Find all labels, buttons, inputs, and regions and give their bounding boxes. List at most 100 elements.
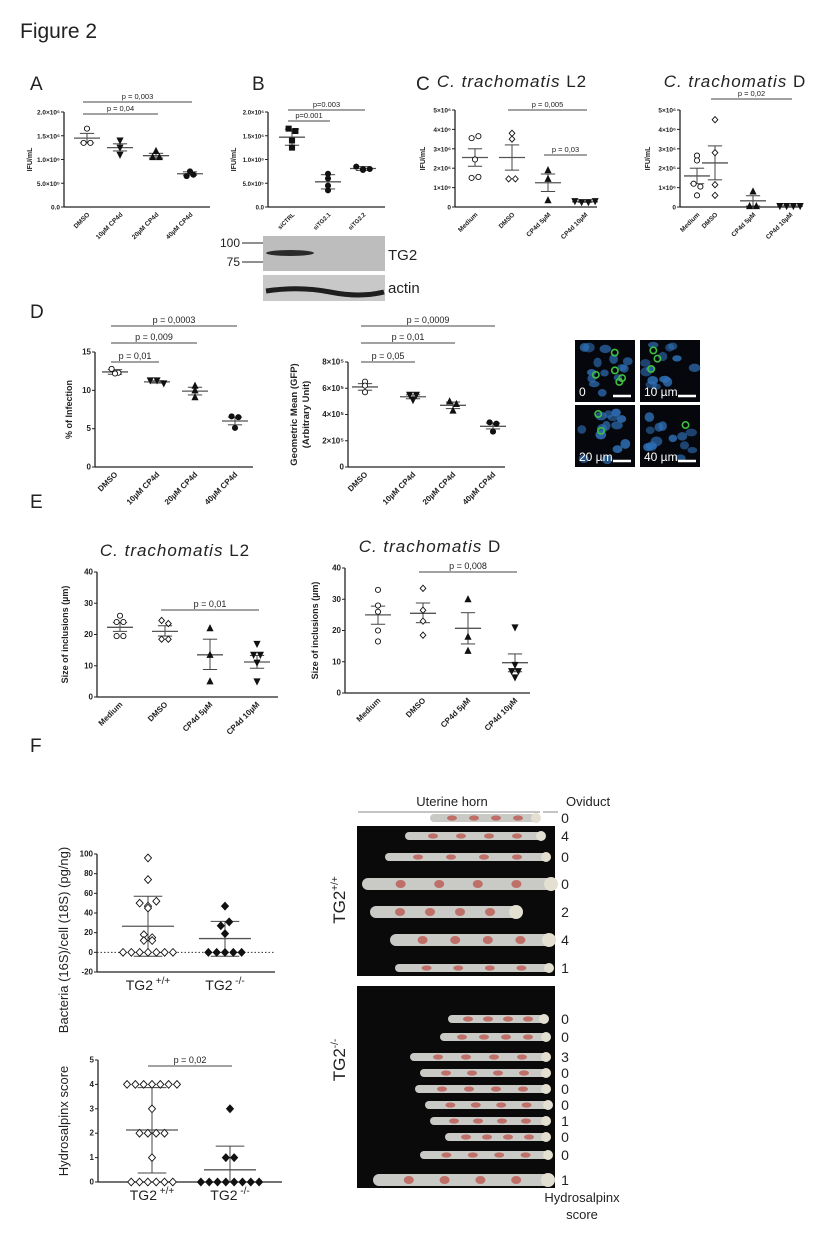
- hydrosalpinx-score-ko: 1: [561, 1113, 569, 1129]
- x-tick-label: TG2 -/-: [210, 1186, 249, 1203]
- nucleus: [668, 434, 678, 443]
- blood-spot: [413, 854, 423, 860]
- data-point: [493, 420, 500, 427]
- data-point: [419, 631, 427, 639]
- x-tick-label: 20µM CP4d: [163, 470, 200, 507]
- data-point: [246, 1177, 255, 1187]
- data-point: [288, 137, 296, 144]
- data-point: [253, 678, 261, 686]
- blood-spot: [428, 833, 438, 839]
- nucleus: [652, 383, 661, 390]
- blood-spot: [484, 833, 494, 839]
- hydrosalpinx-score-wt: 4: [561, 932, 569, 948]
- group-2: [455, 595, 481, 654]
- chart-d-gfp: 0 2×10⁵ 4×10⁵ 6×10⁵ 8×10⁵ Geometric Mean (GFP…: [289, 315, 506, 507]
- data-point: [155, 152, 163, 161]
- inclusion: [597, 426, 606, 435]
- data-point: [783, 202, 791, 211]
- data-point: [746, 201, 754, 210]
- data-point: [505, 175, 513, 183]
- y-axis-label: Size of inclusions (µm): [60, 586, 70, 684]
- panel-letter-d: D: [30, 302, 44, 323]
- data-point: [147, 1104, 157, 1114]
- data-point: [446, 397, 454, 405]
- x-tick-label-base: TG2: [210, 1187, 237, 1203]
- data-point: [113, 633, 120, 640]
- inclusion: [649, 346, 658, 355]
- blood-spot: [455, 908, 465, 916]
- y-tick-label: 1.5×10⁶: [37, 133, 60, 140]
- data-point: [143, 903, 153, 913]
- y-axis-label: IFU/mL: [27, 147, 34, 171]
- data-point: [544, 174, 552, 182]
- data-point: [489, 428, 497, 435]
- data-point: [220, 929, 230, 939]
- data-point: [253, 640, 261, 649]
- blood-spot: [513, 815, 523, 821]
- group-2: [740, 187, 766, 210]
- data-point: [191, 393, 199, 401]
- data-point: [139, 936, 148, 946]
- nucleus: [679, 441, 690, 450]
- data-point: [135, 947, 144, 957]
- nucleus: [647, 341, 659, 349]
- uterine-horn-tissue: [430, 814, 540, 822]
- chart-title: C. trachomatis L2: [437, 72, 587, 91]
- data-point: [228, 413, 235, 420]
- group-3: [571, 198, 599, 207]
- data-point: [158, 635, 166, 643]
- data-point: [591, 198, 599, 206]
- y-tick-label: 3: [90, 1104, 95, 1113]
- oviduct-tissue: [543, 1100, 553, 1110]
- uterine-horn-specimen: [420, 1068, 551, 1078]
- x-tick-label: CP4d 10µM: [225, 700, 262, 737]
- data-point: [120, 633, 127, 640]
- nucleus: [658, 421, 667, 431]
- data-point: [204, 947, 213, 957]
- uterine-horn-tissue: [445, 1133, 550, 1141]
- y-tick-label: 1.0×10⁶: [243, 158, 265, 164]
- y-tick-label: 30: [84, 599, 93, 608]
- x-tick-label: DMSO: [146, 700, 169, 723]
- y-tick-label: 0: [447, 205, 451, 212]
- blood-spot: [523, 1016, 533, 1022]
- data-point: [324, 187, 332, 194]
- inclusion: [591, 370, 600, 379]
- y-tick-label: 4: [90, 1080, 95, 1089]
- oviduct-tissue: [544, 877, 558, 891]
- group-1: [315, 170, 341, 194]
- y-tick-label: 0: [337, 689, 342, 698]
- blood-spot: [484, 965, 495, 971]
- data-point: [285, 125, 292, 132]
- x-tick-label-sup: +/+: [157, 1186, 174, 1197]
- p-value-label: p = 0,005: [532, 100, 564, 109]
- data-point: [697, 183, 704, 190]
- data-point: [196, 1177, 206, 1187]
- y-tick-label: 100: [80, 850, 94, 859]
- micrograph-0: 0: [575, 340, 635, 402]
- x-tick-label: DMSO: [498, 211, 517, 230]
- y-tick-label: 0: [87, 463, 92, 472]
- nucleus: [672, 355, 682, 362]
- data-point: [544, 196, 552, 204]
- group-1: [499, 129, 525, 183]
- data-point: [120, 618, 127, 626]
- blood-spot: [421, 965, 432, 971]
- y-tick-label: 5: [87, 424, 92, 433]
- nucleus: [662, 377, 673, 387]
- uterine-horn-tissue: [425, 1101, 552, 1109]
- data-point: [153, 377, 161, 385]
- uterine-horn-specimen: [420, 1150, 553, 1160]
- blood-spot: [485, 908, 495, 916]
- x-tick-label: 20µM CP4d: [421, 470, 458, 507]
- blood-spot: [523, 1034, 533, 1040]
- blood-spot: [475, 1176, 486, 1184]
- hydrosalpinx-score-ko: 0: [561, 1065, 569, 1081]
- uterine-horn-tissue: [390, 934, 553, 946]
- uterine-horn-specimen: [362, 877, 558, 891]
- y-tick-label: -20: [81, 968, 93, 977]
- blood-spot: [464, 1086, 474, 1092]
- data-point: [143, 1128, 152, 1138]
- footer-hydrosalpinx: Hydrosalpinx: [544, 1190, 620, 1205]
